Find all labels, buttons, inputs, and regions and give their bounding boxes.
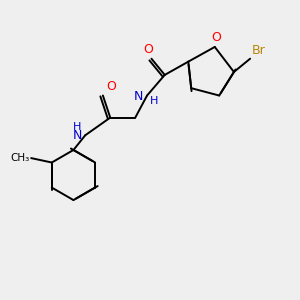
Text: H: H (73, 122, 81, 132)
Text: N: N (73, 129, 82, 142)
Text: H: H (150, 96, 158, 106)
Text: Br: Br (252, 44, 265, 57)
Text: O: O (106, 80, 116, 93)
Text: CH₃: CH₃ (11, 153, 30, 163)
Text: O: O (143, 44, 153, 56)
Text: N: N (133, 91, 142, 103)
Text: O: O (211, 31, 221, 44)
